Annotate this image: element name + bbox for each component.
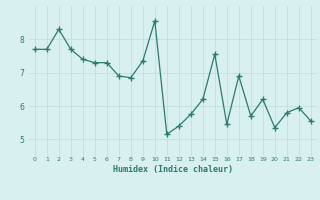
X-axis label: Humidex (Indice chaleur): Humidex (Indice chaleur): [113, 165, 233, 174]
